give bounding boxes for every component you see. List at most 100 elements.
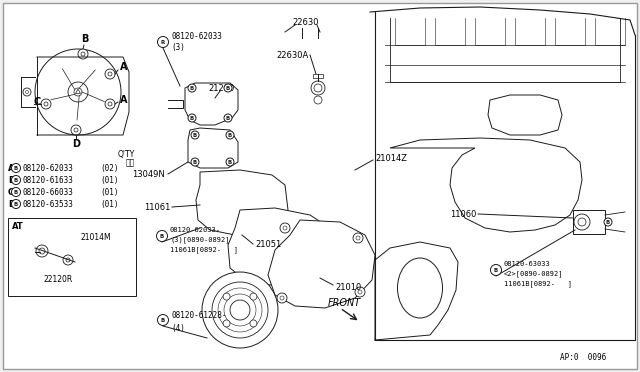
Circle shape — [283, 226, 287, 230]
Bar — [8, 218, 136, 296]
Ellipse shape — [397, 258, 442, 318]
Circle shape — [226, 158, 234, 166]
Circle shape — [12, 199, 20, 208]
Circle shape — [68, 82, 88, 102]
Text: (3): (3) — [171, 42, 185, 51]
Circle shape — [41, 99, 51, 109]
Text: 08120-61633: 08120-61633 — [22, 176, 73, 185]
Text: B: B — [160, 234, 164, 238]
Text: (02): (02) — [100, 164, 118, 173]
Text: (3)[0890-0892]: (3)[0890-0892] — [170, 237, 230, 243]
Circle shape — [78, 49, 88, 59]
Text: 11061: 11061 — [143, 202, 170, 212]
Text: 数量: 数量 — [125, 158, 135, 167]
Circle shape — [224, 114, 232, 122]
Text: R: R — [161, 39, 165, 45]
Text: 22630: 22630 — [292, 17, 319, 26]
Text: B: B — [190, 115, 194, 121]
Circle shape — [250, 320, 257, 327]
Circle shape — [157, 231, 168, 241]
Text: 08120-61228-: 08120-61228- — [171, 311, 227, 321]
Text: 08120-63033: 08120-63033 — [504, 261, 551, 267]
Circle shape — [356, 236, 360, 240]
Circle shape — [490, 264, 502, 276]
Circle shape — [358, 290, 362, 294]
Text: B: B — [190, 86, 194, 90]
Text: 21051: 21051 — [255, 240, 281, 248]
Text: (01): (01) — [100, 199, 118, 208]
Polygon shape — [268, 220, 375, 308]
Circle shape — [212, 282, 268, 338]
Circle shape — [105, 69, 115, 79]
Text: A: A — [120, 62, 127, 72]
Bar — [573, 210, 605, 234]
Circle shape — [105, 99, 115, 109]
Text: 21014M: 21014M — [80, 233, 111, 242]
Text: (4): (4) — [171, 324, 185, 333]
Text: AP:0  0096: AP:0 0096 — [560, 353, 606, 362]
Circle shape — [188, 84, 196, 92]
Circle shape — [108, 102, 112, 106]
Text: D: D — [72, 139, 80, 149]
Text: B: B — [228, 132, 232, 138]
Text: Q'TY: Q'TY — [118, 150, 135, 159]
Text: 21014Z: 21014Z — [375, 154, 407, 163]
Circle shape — [191, 131, 199, 139]
Circle shape — [223, 293, 230, 300]
Text: 08120-63533: 08120-63533 — [22, 199, 73, 208]
Circle shape — [74, 128, 78, 132]
Circle shape — [604, 218, 612, 226]
Circle shape — [226, 131, 234, 139]
Text: B: B — [14, 202, 18, 206]
Circle shape — [224, 84, 232, 92]
Text: 22120R: 22120R — [44, 275, 72, 284]
Text: B: B — [14, 166, 18, 170]
Text: B: B — [193, 160, 197, 164]
Text: B: B — [14, 177, 18, 183]
Text: A: A — [120, 95, 127, 105]
Text: D: D — [8, 199, 15, 208]
Text: B: B — [8, 176, 14, 185]
Text: C: C — [33, 97, 40, 107]
Text: 08120-62033: 08120-62033 — [22, 164, 73, 173]
Circle shape — [157, 36, 168, 48]
Circle shape — [81, 52, 85, 56]
Text: 11061B[0892-   ]: 11061B[0892- ] — [504, 280, 572, 288]
Text: 11061B[0892-   ]: 11061B[0892- ] — [170, 247, 238, 253]
Text: B: B — [193, 132, 197, 138]
Polygon shape — [228, 208, 335, 285]
Text: (01): (01) — [100, 187, 118, 196]
Circle shape — [250, 293, 257, 300]
Circle shape — [35, 49, 121, 135]
Text: 22630A: 22630A — [277, 51, 309, 60]
Circle shape — [108, 72, 112, 76]
Text: B: B — [14, 189, 18, 195]
Polygon shape — [390, 138, 582, 232]
Text: B: B — [226, 86, 230, 90]
Text: 11060: 11060 — [450, 209, 476, 218]
Text: B: B — [81, 34, 89, 44]
Text: B: B — [228, 160, 232, 164]
Polygon shape — [188, 128, 238, 168]
Circle shape — [230, 300, 250, 320]
Circle shape — [188, 114, 196, 122]
Text: 21010: 21010 — [335, 282, 361, 292]
Bar — [313, 74, 323, 78]
Text: B: B — [226, 115, 230, 121]
Circle shape — [66, 258, 70, 262]
Polygon shape — [196, 170, 288, 235]
Circle shape — [578, 218, 586, 226]
Circle shape — [223, 320, 230, 327]
Circle shape — [23, 88, 31, 96]
Text: 08120-62033: 08120-62033 — [171, 32, 222, 41]
Circle shape — [353, 233, 363, 243]
Circle shape — [39, 248, 45, 254]
Circle shape — [74, 88, 82, 96]
Circle shape — [314, 96, 322, 104]
Circle shape — [280, 223, 290, 233]
Text: FRONT: FRONT — [328, 298, 361, 308]
Circle shape — [71, 125, 81, 135]
Polygon shape — [488, 95, 562, 135]
Text: B: B — [161, 317, 165, 323]
Circle shape — [311, 81, 325, 95]
